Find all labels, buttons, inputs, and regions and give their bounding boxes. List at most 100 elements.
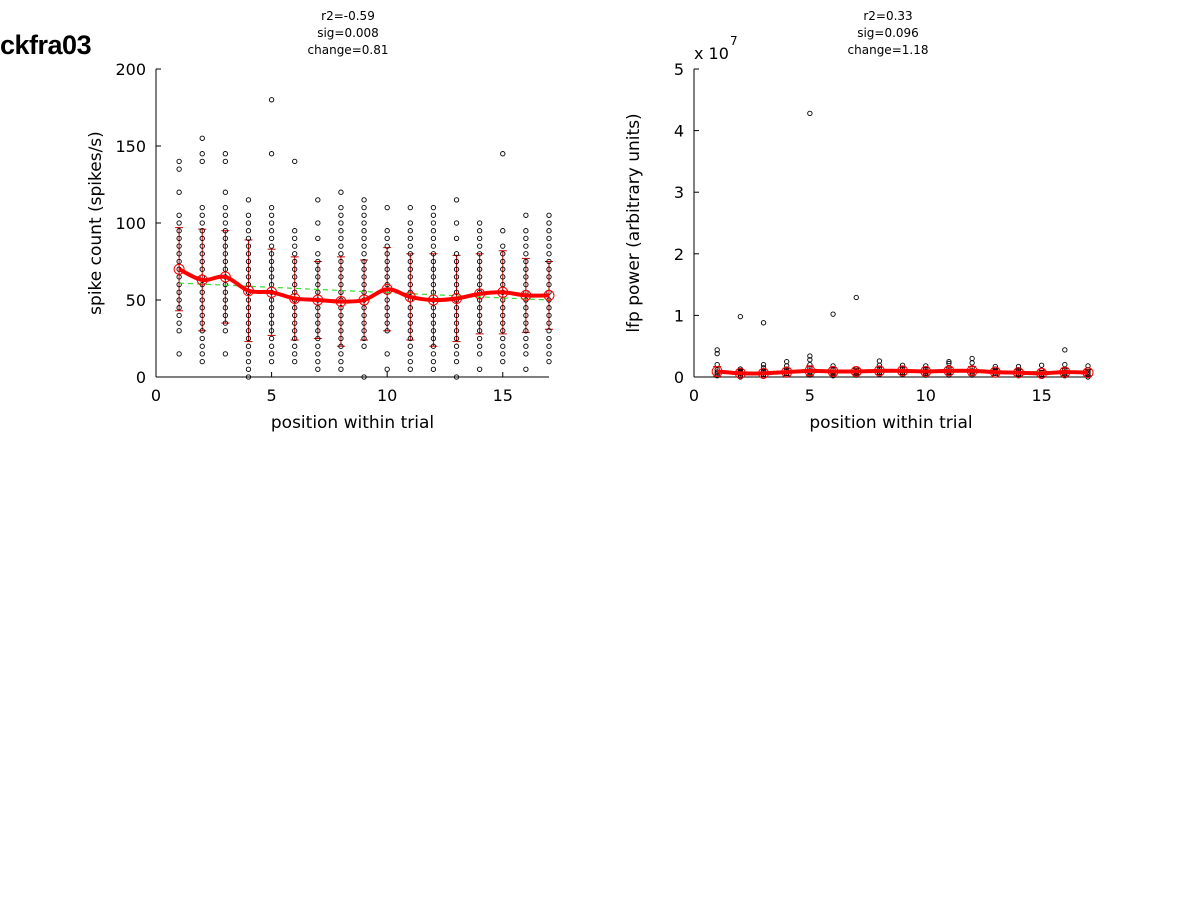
data-point <box>315 197 321 203</box>
data-point <box>546 312 552 319</box>
data-point <box>315 328 321 334</box>
y-axis-label: spike count (spikes/s) <box>86 131 106 315</box>
data-point <box>268 151 275 157</box>
x-tick-label: 0 <box>151 386 161 405</box>
y-axis-multiplier: x 10 <box>694 44 729 63</box>
data-point <box>407 251 413 257</box>
data-point <box>500 266 506 272</box>
data-point <box>830 363 836 369</box>
data-point <box>338 266 344 272</box>
data-point <box>361 289 367 295</box>
data-point <box>500 328 506 334</box>
data-point <box>407 235 413 242</box>
data-point <box>476 335 483 342</box>
data-point <box>292 351 298 357</box>
data-point <box>199 204 205 211</box>
data-point <box>546 320 552 326</box>
data-point <box>222 305 229 311</box>
data-point <box>384 258 390 265</box>
data-point <box>476 228 483 234</box>
data-point <box>222 312 229 319</box>
data-point <box>407 274 413 280</box>
data-point <box>338 258 344 265</box>
data-point <box>760 320 767 326</box>
data-point <box>245 212 252 218</box>
figure-title: ckfra03 <box>0 30 92 60</box>
x-tick-label: 5 <box>266 386 276 405</box>
data-point <box>338 204 344 211</box>
data-point <box>199 335 205 342</box>
data-point <box>361 274 367 280</box>
data-point <box>476 366 483 372</box>
data-point <box>500 251 506 257</box>
data-point <box>245 197 252 203</box>
stats-annotation-line: change=0.81 <box>308 43 389 57</box>
data-point <box>292 358 298 365</box>
data-point <box>222 289 229 295</box>
data-point <box>292 328 298 334</box>
data-point <box>268 312 275 319</box>
data-point <box>268 204 275 211</box>
data-point <box>500 305 506 311</box>
data-point <box>176 235 182 242</box>
data-point <box>546 235 552 242</box>
data-point <box>430 274 437 280</box>
data-point <box>292 274 298 280</box>
y-tick-label: 0 <box>136 368 146 387</box>
data-point <box>546 258 552 265</box>
data-point <box>292 266 298 272</box>
data-point <box>546 328 552 334</box>
data-point <box>807 110 813 117</box>
data-point <box>430 266 437 272</box>
data-point <box>500 335 506 342</box>
mean-marker <box>219 271 231 283</box>
data-point <box>546 335 552 342</box>
data-point <box>315 320 321 326</box>
data-point <box>384 297 390 303</box>
data-point <box>315 312 321 319</box>
data-point <box>199 251 205 257</box>
data-point <box>807 353 813 359</box>
data-point <box>430 258 437 265</box>
data-point <box>384 235 390 242</box>
data-point <box>176 289 182 295</box>
data-point <box>199 220 205 226</box>
trend-line <box>179 282 550 301</box>
data-point <box>546 305 552 311</box>
data-point <box>807 362 813 368</box>
data-point <box>268 358 275 365</box>
data-point <box>546 358 552 365</box>
mean-marker <box>1082 367 1094 379</box>
data-point <box>315 274 321 280</box>
mean-marker <box>850 365 862 377</box>
data-point <box>523 320 529 326</box>
data-point <box>315 251 321 257</box>
data-point <box>523 343 529 349</box>
data-point <box>714 350 720 357</box>
data-point <box>338 243 344 249</box>
data-point <box>361 228 367 234</box>
data-point <box>476 343 483 349</box>
data-point <box>500 243 506 249</box>
data-point <box>760 362 767 368</box>
data-point <box>268 351 275 357</box>
data-point <box>407 204 413 211</box>
data-point <box>268 335 275 342</box>
data-point <box>338 335 344 342</box>
data-point <box>453 335 460 342</box>
data-point <box>430 235 437 242</box>
data-point <box>476 297 483 303</box>
data-point <box>500 351 506 357</box>
data-point <box>361 204 367 211</box>
data-point <box>476 328 483 334</box>
data-point <box>245 297 252 303</box>
data-point <box>361 220 367 226</box>
y-axis-label: lfp power (arbitrary units) <box>624 113 644 332</box>
data-point <box>176 351 182 357</box>
data-point <box>500 312 506 319</box>
data-point <box>268 97 275 103</box>
data-point <box>430 335 437 342</box>
data-point <box>453 220 460 226</box>
data-point <box>222 220 229 226</box>
data-point <box>453 343 460 349</box>
